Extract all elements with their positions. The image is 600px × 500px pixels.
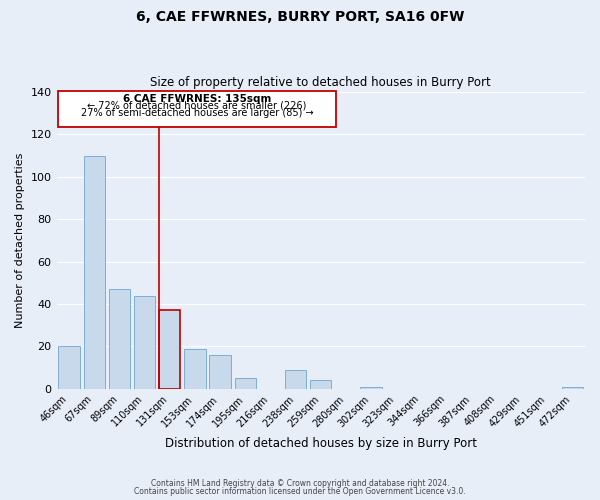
X-axis label: Distribution of detached houses by size in Burry Port: Distribution of detached houses by size …: [165, 437, 477, 450]
Bar: [83, 156, 105, 389]
Text: 6, CAE FFWRNES, BURRY PORT, SA16 0FW: 6, CAE FFWRNES, BURRY PORT, SA16 0FW: [136, 10, 464, 24]
Title: Size of property relative to detached houses in Burry Port: Size of property relative to detached ho…: [151, 76, 491, 90]
Bar: [159, 310, 181, 389]
Bar: [109, 289, 130, 389]
Bar: [134, 296, 155, 389]
Text: ← 72% of detached houses are smaller (226): ← 72% of detached houses are smaller (22…: [87, 101, 307, 111]
Bar: [562, 387, 583, 389]
Text: Contains public sector information licensed under the Open Government Licence v3: Contains public sector information licen…: [134, 487, 466, 496]
FancyBboxPatch shape: [58, 91, 336, 127]
Y-axis label: Number of detached properties: Number of detached properties: [15, 153, 25, 328]
Bar: [184, 348, 206, 389]
Text: 27% of semi-detached houses are larger (85) →: 27% of semi-detached houses are larger (…: [80, 108, 313, 118]
Bar: [361, 387, 382, 389]
Bar: [285, 370, 307, 389]
Text: Contains HM Land Registry data © Crown copyright and database right 2024.: Contains HM Land Registry data © Crown c…: [151, 478, 449, 488]
Bar: [235, 378, 256, 389]
Bar: [209, 355, 231, 389]
Bar: [310, 380, 331, 389]
Bar: [58, 346, 80, 389]
Text: 6 CAE FFWRNES: 135sqm: 6 CAE FFWRNES: 135sqm: [122, 94, 271, 104]
